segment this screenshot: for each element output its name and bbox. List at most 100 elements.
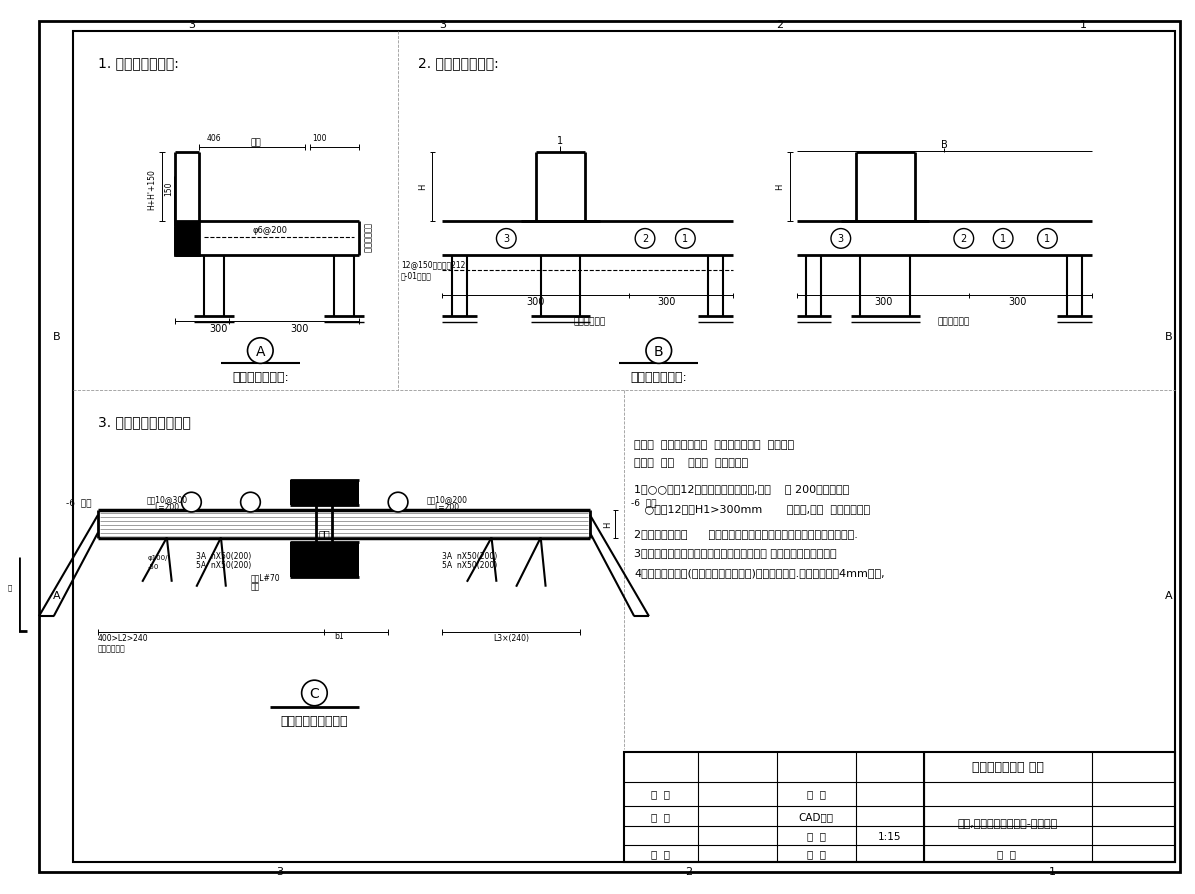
Circle shape	[496, 230, 516, 249]
Text: 混凝土凿毛面: 混凝土凿毛面	[938, 317, 970, 326]
Text: 1:15: 1:15	[878, 831, 902, 840]
Bar	[174, 222, 200, 256]
Text: 406: 406	[207, 133, 221, 142]
Text: 300: 300	[210, 324, 228, 333]
Text: 组合结构通用图 工程: 组合结构通用图 工程	[972, 761, 1044, 773]
Text: 3: 3	[439, 20, 446, 30]
Text: 300: 300	[874, 297, 893, 307]
Text: 300: 300	[290, 324, 308, 333]
Text: 300: 300	[657, 297, 676, 307]
Bar	[290, 543, 358, 578]
Text: H: H	[776, 184, 784, 190]
Text: 3．此图不适合有较大水平荷载剪弯资截力矩 的支墩详图见相关卷册: 3．此图不适合有较大水平荷载剪弯资截力矩 的支墩详图见相关卷册	[635, 548, 836, 558]
Text: 1．○○筋为12，除支墩四边设置外,并沿    及 200间距不大于: 1．○○筋为12，除支墩四边设置外,并沿 及 200间距不大于	[635, 484, 850, 493]
Text: A: A	[256, 344, 265, 358]
Text: 3A  nX50(200): 3A nX50(200)	[196, 551, 252, 561]
Bar	[290, 481, 358, 505]
Text: 1: 1	[557, 136, 564, 146]
Text: 板上护沿配筋图:: 板上护沿配筋图:	[232, 370, 289, 384]
Text: 1: 1	[1080, 20, 1087, 30]
Text: 板上支墩配筋图:: 板上支墩配筋图:	[631, 370, 687, 384]
Text: b1: b1	[335, 632, 344, 641]
Text: -50: -50	[147, 563, 159, 569]
Text: 2: 2	[961, 234, 967, 244]
Text: CAD制图: CAD制图	[798, 811, 834, 821]
Text: 批  准: 批 准	[651, 789, 670, 798]
Text: 2．混凝土保护层      支墩上的埋件或预埋螺栓见各层平面图中支墩详图.: 2．混凝土保护层 支墩上的埋件或预埋螺栓见各层平面图中支墩详图.	[635, 528, 858, 538]
Text: 4．所有附属铁件(工字型楼板钢梁除外)均角焊缝连接.除塔头板焊缝4mm厚外,: 4．所有附属铁件(工字型楼板钢梁除外)均角焊缝连接.除塔头板焊缝4mm厚外,	[635, 568, 884, 578]
Text: B: B	[940, 139, 948, 150]
Text: 3: 3	[276, 866, 283, 876]
Text: φ100/: φ100/	[147, 554, 167, 561]
Text: 100: 100	[312, 133, 326, 142]
Text: 悬臂板及端部板详图: 悬臂板及端部板详图	[281, 714, 348, 727]
Text: 2. 板上支墩配筋图:: 2. 板上支墩配筋图:	[418, 56, 498, 71]
Text: L=200: L=200	[435, 502, 460, 511]
Text: H: H	[603, 521, 612, 527]
Text: 3. 悬臂板及端部板详图: 3. 悬臂板及端部板详图	[98, 415, 191, 429]
Text: B: B	[1165, 332, 1172, 342]
Text: 钢梁: 钢梁	[318, 529, 330, 539]
Circle shape	[247, 339, 274, 364]
Text: 3: 3	[503, 234, 509, 244]
Circle shape	[646, 339, 672, 364]
Text: 锚筋10@300: 锚筋10@300	[146, 494, 188, 503]
Text: 混凝土凿毛面: 混凝土凿毛面	[362, 224, 372, 253]
Circle shape	[388, 493, 407, 512]
Text: C: C	[310, 687, 319, 700]
Text: L=200: L=200	[154, 502, 179, 511]
Text: H: H	[418, 184, 427, 190]
Text: ○筋为12，当H1>300mm       时设置,并沿  的间距不大于: ○筋为12，当H1>300mm 时设置,并沿 的间距不大于	[635, 503, 870, 513]
Text: 高: 高	[7, 584, 12, 590]
Circle shape	[636, 230, 655, 249]
Text: 图中－  支墩短边图中－  支墩长边图中－  支墩高度: 图中－ 支墩短边图中－ 支墩长边图中－ 支墩高度	[635, 440, 795, 450]
Text: B: B	[53, 332, 61, 342]
Text: 400>L2>240: 400>L2>240	[98, 634, 148, 643]
Circle shape	[993, 230, 1013, 249]
Circle shape	[954, 230, 974, 249]
Text: -6  钢板: -6 钢板	[66, 498, 91, 507]
Text: 1: 1	[1000, 234, 1006, 244]
Circle shape	[240, 493, 261, 512]
Text: 见-01图说明: 见-01图说明	[402, 271, 431, 280]
Text: 5A  nX50(200): 5A nX50(200)	[196, 560, 252, 569]
Text: 设  计: 设 计	[807, 789, 826, 798]
Text: 150: 150	[164, 181, 173, 197]
Text: 通长: 通长	[250, 139, 261, 148]
Text: 锚筋10@200: 锚筋10@200	[427, 494, 467, 503]
Text: H+H'+150: H+H'+150	[148, 169, 157, 209]
Text: 混凝土凿毛面: 混凝土凿毛面	[574, 317, 606, 326]
Text: 1: 1	[682, 234, 688, 244]
Text: B: B	[654, 344, 663, 358]
Text: A: A	[53, 590, 61, 600]
Text: 校  核: 校 核	[651, 848, 670, 858]
Text: 1: 1	[1049, 866, 1056, 876]
Text: 1: 1	[1044, 234, 1050, 244]
Circle shape	[831, 230, 851, 249]
Text: 护沿,支墩及悬挑板配筋-压型钢板: 护沿,支墩及悬挑板配筋-压型钢板	[958, 818, 1059, 828]
Text: 塔头L#70: 塔头L#70	[251, 573, 280, 582]
Text: 日  期: 日 期	[807, 848, 826, 858]
Text: φ6@200: φ6@200	[252, 226, 288, 235]
Text: 审  核: 审 核	[651, 811, 670, 821]
Text: 1. 板上护沿配筋图:: 1. 板上护沿配筋图:	[98, 56, 179, 71]
Circle shape	[182, 493, 201, 512]
Text: 比  例: 比 例	[807, 831, 826, 840]
Circle shape	[1037, 230, 1058, 249]
Circle shape	[301, 680, 327, 706]
Text: 5A  nX50(200): 5A nX50(200)	[442, 560, 497, 569]
Text: 图中－  板厚    图中－  建筑面层厚: 图中－ 板厚 图中－ 建筑面层厚	[635, 457, 748, 468]
Text: A: A	[1165, 590, 1172, 600]
Text: 3A  nX50(200): 3A nX50(200)	[442, 551, 497, 561]
Text: 300: 300	[1009, 297, 1027, 307]
Text: 通长: 通长	[251, 582, 259, 591]
Text: 300: 300	[527, 297, 545, 307]
Bar	[624, 752, 1176, 862]
Circle shape	[675, 230, 695, 249]
Text: -6  钢板: -6 钢板	[631, 498, 657, 507]
Text: 3: 3	[188, 20, 195, 30]
Text: 2: 2	[777, 20, 784, 30]
Text: L3×(240): L3×(240)	[494, 634, 529, 643]
Text: 2: 2	[642, 234, 648, 244]
Text: 3: 3	[838, 234, 844, 244]
